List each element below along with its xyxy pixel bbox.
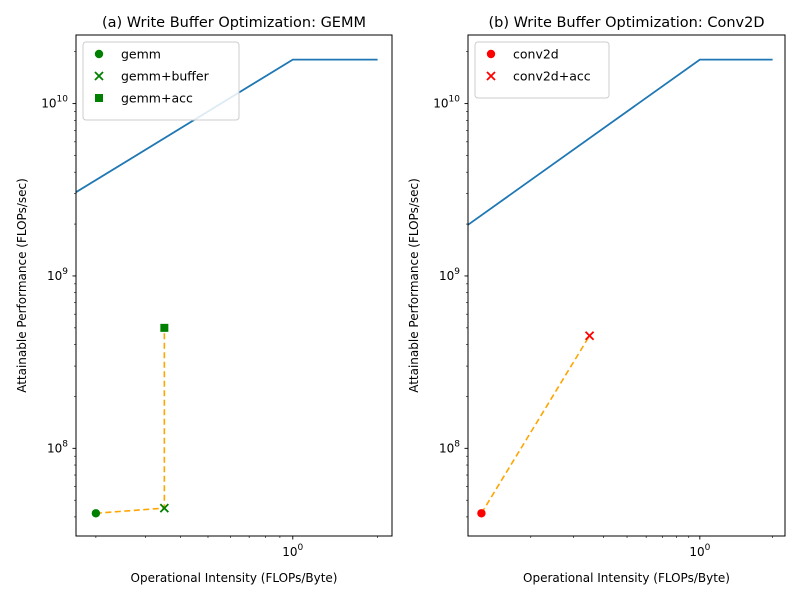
connector-line	[480, 335, 591, 514]
plot-area	[76, 58, 378, 518]
legend: conv2d conv2d+acc	[474, 41, 610, 99]
data-point-gemm-acc	[160, 323, 169, 332]
legend-marker-gemm-acc	[95, 94, 103, 102]
y-tick-label: 1010	[433, 95, 460, 111]
legend-marker-gemm-buffer	[94, 71, 104, 81]
x-tick-label: 100	[689, 543, 710, 559]
chart-panel-conv2d: 108 109 1010 100 (b) Write Buffer Optimizati…	[407, 15, 786, 585]
legend-marker-conv2d	[486, 49, 496, 59]
y-axis-label: Attainable Performance (FLOPs/sec)	[15, 178, 29, 393]
data-point-gemm	[91, 509, 101, 518]
x-tick-label: 100	[282, 543, 303, 559]
legend-label: conv2d	[513, 47, 559, 62]
y-tick-label: 108	[47, 439, 68, 455]
chart-panel-gemm: 108 109 1010 100 (a) Write Buffer Optimizati…	[15, 15, 393, 585]
y-tick-label: 108	[439, 439, 460, 455]
roofline-line	[468, 58, 773, 226]
x-axis-label: Operational Intensity (FLOPs/Byte)	[523, 571, 730, 585]
connector-line	[95, 327, 166, 515]
y-tick-label: 109	[439, 267, 460, 283]
plot-area	[468, 58, 773, 518]
data-point-conv2d-acc	[584, 331, 595, 341]
x-axis-label: Operational Intensity (FLOPs/Byte)	[131, 571, 338, 585]
data-point-gemm-buffer	[159, 503, 169, 513]
legend-marker-conv2d-acc	[486, 71, 496, 81]
data-point-conv2d	[477, 509, 486, 518]
legend-label: gemm+acc	[121, 91, 193, 106]
roofline-line	[76, 58, 378, 194]
legend-marker-gemm	[94, 49, 104, 59]
legend-box	[82, 41, 240, 121]
legend-label: conv2d+acc	[513, 69, 591, 84]
legend-box	[474, 41, 610, 99]
legend-label: gemm+buffer	[121, 69, 210, 84]
y-tick-label: 109	[47, 267, 68, 283]
legend-label: gemm	[121, 47, 161, 62]
axes-frame	[467, 34, 786, 537]
chart-title: (a) Write Buffer Optimization: GEMM	[102, 15, 366, 31]
y-axis-label: Attainable Performance (FLOPs/sec)	[407, 178, 421, 393]
chart-title: (b) Write Buffer Optimization: Conv2D	[488, 15, 764, 31]
legend: gemm gemm+buffer gemm+acc	[82, 41, 240, 121]
axes-frame	[75, 34, 393, 537]
y-tick-label: 1010	[41, 95, 68, 111]
